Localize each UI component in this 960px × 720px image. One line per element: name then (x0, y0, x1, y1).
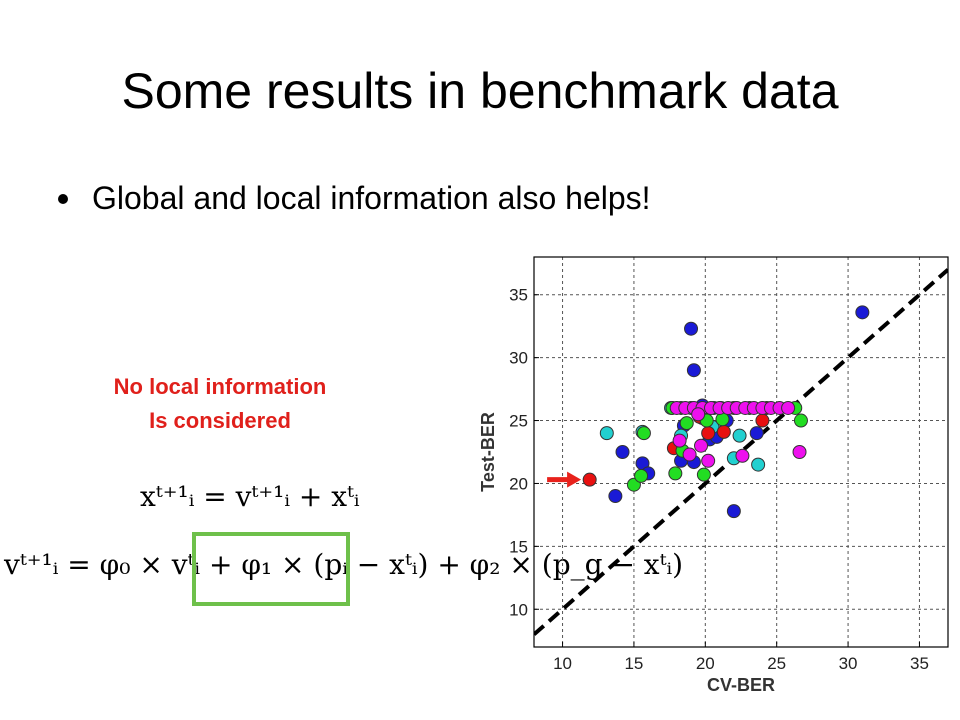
slide-title: Some results in benchmark data (121, 63, 839, 119)
scatter-points (582, 305, 870, 519)
data-point (701, 426, 716, 441)
data-point (694, 438, 709, 453)
data-point (679, 416, 694, 431)
data-point (749, 426, 764, 441)
arrow-head (567, 471, 582, 488)
diagonal-reference-line (534, 268, 948, 636)
y-tick-label: 20 (509, 474, 528, 493)
x-tick-label: 25 (767, 654, 786, 673)
y-axis-label: Test-BER (478, 412, 498, 492)
data-point (701, 453, 716, 468)
velocity-update-equation: vᵗ⁺¹ᵢ = φ₀ × vᵗᵢ + φ₁ × (pᵢ − xᵗᵢ) + φ₂ … (4, 548, 684, 581)
x-tick-label: 20 (696, 654, 715, 673)
x-tick-label: 10 (553, 654, 572, 673)
scatter-chart: 10 15 20 25 30 35 10 15 20 25 30 35 CV-BER Test-BE… (478, 256, 949, 695)
data-point (615, 445, 630, 459)
red-arrow-marker (547, 471, 582, 488)
note-line-1: No local information (113, 374, 327, 399)
data-point (781, 400, 796, 415)
data-point (691, 407, 706, 422)
y-tick-label: 10 (509, 600, 528, 619)
plot-frame (533, 256, 949, 648)
bullet-text: Global and local information also helps! (92, 180, 651, 216)
data-point (732, 428, 747, 443)
data-point (672, 433, 687, 448)
data-point (696, 467, 711, 482)
note-line-2: Is considered (149, 408, 291, 433)
y-tick-label: 15 (509, 537, 528, 556)
x-axis-label: CV-BER (707, 675, 775, 695)
x-tick-label: 35 (910, 654, 929, 673)
data-point (792, 445, 807, 459)
diagonal-dashed-line (534, 268, 948, 636)
position-update-equation: xᵗ⁺¹ᵢ = vᵗ⁺¹ᵢ + xᵗᵢ (140, 480, 360, 513)
x-tick-label: 15 (624, 654, 643, 673)
data-point (684, 321, 699, 336)
grid-lines (534, 257, 948, 647)
bullet-dot (58, 193, 68, 204)
bullet-item: Global and local information also helps! (58, 180, 651, 217)
local-term-highlight-box (192, 532, 350, 606)
data-point (755, 413, 770, 428)
y-tick-label: 35 (509, 286, 528, 305)
data-point (855, 305, 870, 320)
data-point (686, 363, 701, 378)
data-point (735, 448, 750, 463)
no-local-info-note: No local information Is considered (70, 370, 370, 438)
y-tick-label: 30 (509, 349, 528, 368)
data-point (682, 447, 697, 462)
data-point (582, 472, 597, 487)
data-point (793, 413, 808, 428)
x-tick-label: 30 (839, 654, 858, 673)
y-tick-label: 25 (509, 412, 528, 431)
data-point (636, 426, 651, 441)
data-point (599, 426, 614, 441)
data-point (751, 457, 766, 472)
data-point (668, 466, 683, 481)
data-point (726, 504, 741, 519)
data-point (716, 424, 731, 439)
y-tick-labels: 10 15 20 25 30 35 (509, 286, 539, 619)
data-point (634, 468, 649, 483)
data-point (608, 489, 623, 504)
x-tick-labels: 10 15 20 25 30 35 (553, 642, 929, 673)
